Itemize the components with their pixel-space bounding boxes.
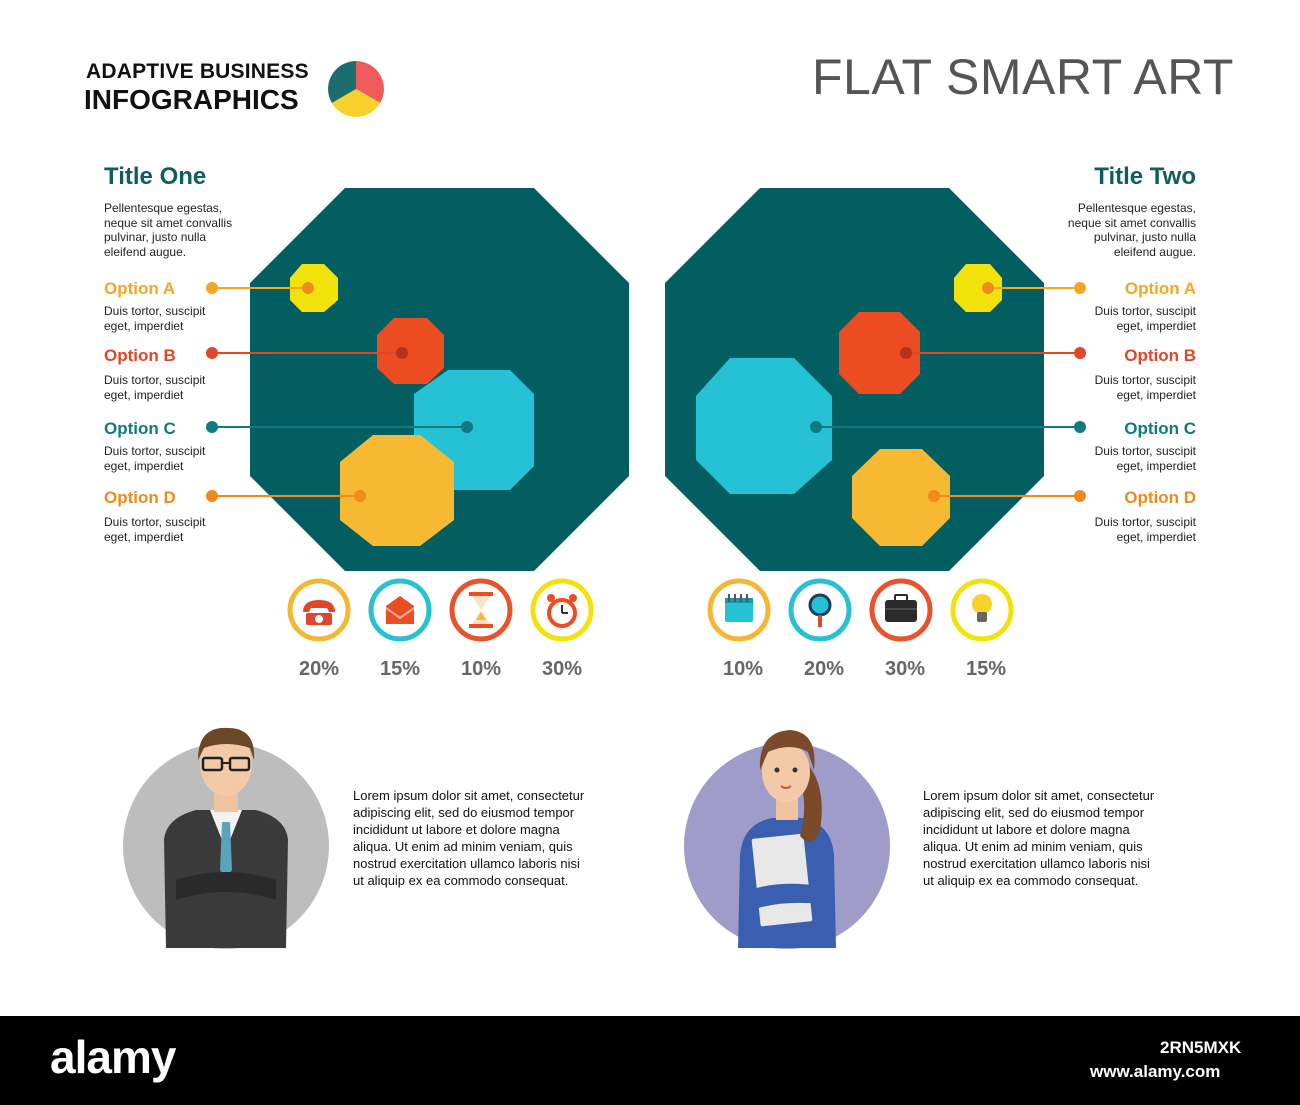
left-option-d-desc: Duis tortor, suscipit eget, imperdiet xyxy=(104,515,234,544)
right-octagon-b xyxy=(839,312,920,394)
left-option-d-label: Option D xyxy=(104,488,176,507)
lorem-line: ut aliquip ex ea commodo consequat. xyxy=(923,873,1139,888)
lorem-line: Lorem ipsum dolor sit amet, consectetur xyxy=(353,788,585,803)
envelope-icon xyxy=(368,578,432,642)
right-option-c-label: Option C xyxy=(1124,419,1196,438)
left-desc-line: pulvinar, justo nulla xyxy=(104,230,207,244)
desc-line: eget, imperdiet xyxy=(104,458,184,473)
lorem-line: Lorem ipsum dolor sit amet, consectetur xyxy=(923,788,1155,803)
alarm-clock-icon xyxy=(530,578,594,642)
right-lorem-text: Lorem ipsum dolor sit amet, consectetur … xyxy=(923,787,1185,889)
lorem-line: aliqua. Ut enim ad minim veniam, quis xyxy=(923,839,1143,854)
desc-line: Duis tortor, suscipit xyxy=(104,515,206,529)
desc-line: Duis tortor, suscipit xyxy=(1094,515,1196,529)
watermark-footer xyxy=(0,1016,1300,1105)
brand-line-2: INFOGRAPHICS xyxy=(84,84,299,115)
right-desc-line: eleifend augue. xyxy=(1113,244,1196,259)
right-octagon-c xyxy=(696,358,832,494)
lorem-line: nostrud exercitation ullamco laboris nis… xyxy=(353,856,580,871)
left-connector-a xyxy=(206,282,314,294)
pie-logo-icon xyxy=(328,61,384,117)
lightbulb-icon xyxy=(950,578,1014,642)
businesswoman-avatar xyxy=(684,730,890,949)
left-option-c-label: Option C xyxy=(104,419,176,438)
desc-line: Duis tortor, suscipit xyxy=(1094,373,1196,387)
left-octagon-d xyxy=(340,435,454,546)
right-connector-c xyxy=(810,421,1086,433)
right-desc-line: pulvinar, justo nulla xyxy=(1093,230,1196,244)
left-pct-3: 10% xyxy=(460,658,502,680)
alamy-url: www.alamy.com xyxy=(1090,1062,1221,1081)
left-pct-1: 20% xyxy=(298,658,340,680)
right-connector-b xyxy=(900,347,1086,359)
left-connector-b xyxy=(206,347,408,359)
left-option-c-desc: Duis tortor, suscipit eget, imperdiet xyxy=(104,444,234,473)
right-pct-3: 30% xyxy=(884,658,926,680)
alamy-logo: alamy xyxy=(50,1031,176,1083)
desc-line: eget, imperdiet xyxy=(104,318,184,333)
left-option-b-label: Option B xyxy=(104,346,176,365)
left-desc-line: neque sit amet convallis xyxy=(104,215,233,230)
lorem-line: ut aliquip ex ea commodo consequat. xyxy=(353,873,569,888)
right-option-c-desc: Duis tortor, suscipit eget, imperdiet xyxy=(1066,444,1196,473)
desc-line: Duis tortor, suscipit xyxy=(104,444,206,458)
magnifier-icon xyxy=(788,578,852,642)
right-option-b-label: Option B xyxy=(1124,346,1196,365)
lorem-line: aliqua. Ut enim ad minim veniam, quis xyxy=(353,839,573,854)
right-desc-line: neque sit amet convallis xyxy=(1067,215,1196,230)
left-connector-d xyxy=(206,490,366,502)
desc-line: Duis tortor, suscipit xyxy=(104,373,206,387)
left-connector-c xyxy=(206,421,473,433)
desc-line: eget, imperdiet xyxy=(1116,387,1196,402)
desc-line: eget, imperdiet xyxy=(104,387,184,402)
desc-line: Duis tortor, suscipit xyxy=(1094,444,1196,458)
lorem-line: incididunt ut labore et dolore magna xyxy=(923,822,1130,837)
right-option-a-label: Option A xyxy=(1124,279,1196,298)
right-pct-2: 20% xyxy=(803,658,845,680)
left-lorem-text: Lorem ipsum dolor sit amet, consectetur … xyxy=(353,787,615,889)
desc-line: eget, imperdiet xyxy=(1116,529,1196,544)
left-octagon-b xyxy=(377,318,444,384)
image-id: 2RN5MXK xyxy=(1160,1038,1242,1057)
desc-line: Duis tortor, suscipit xyxy=(104,304,206,318)
lorem-line: incididunt ut labore et dolore magna xyxy=(353,822,560,837)
desc-line: eget, imperdiet xyxy=(1116,458,1196,473)
right-option-d-desc: Duis tortor, suscipit eget, imperdiet xyxy=(1066,515,1196,544)
left-option-b-desc: Duis tortor, suscipit eget, imperdiet xyxy=(104,373,234,402)
left-pct-4: 30% xyxy=(541,658,583,680)
left-description: Pellentesque egestas, neque sit amet con… xyxy=(104,201,254,259)
right-desc-line: Pellentesque egestas, xyxy=(1077,201,1196,215)
left-pct-2: 15% xyxy=(379,658,421,680)
right-pct-4: 15% xyxy=(965,658,1007,680)
desc-line: eget, imperdiet xyxy=(104,529,184,544)
briefcase-icon xyxy=(869,578,933,642)
hourglass-icon xyxy=(449,578,513,642)
right-octagon-d xyxy=(852,449,950,546)
right-connector-a xyxy=(982,282,1086,294)
lorem-line: adipiscing elit, sed do eiusmod tempor xyxy=(923,805,1145,820)
lorem-line: adipiscing elit, sed do eiusmod tempor xyxy=(353,805,575,820)
header-title: FLAT SMART ART xyxy=(812,49,1234,105)
desc-line: eget, imperdiet xyxy=(1116,318,1196,333)
right-octagon-a xyxy=(954,264,1002,312)
right-option-d-label: Option D xyxy=(1124,488,1196,507)
left-title: Title One xyxy=(104,163,207,190)
businessman-avatar xyxy=(123,727,329,949)
right-connector-d xyxy=(928,490,1086,502)
left-option-a-desc: Duis tortor, suscipit eget, imperdiet xyxy=(104,304,234,333)
notepad-icon xyxy=(707,578,771,642)
right-title: Title Two xyxy=(1094,163,1196,190)
right-pct-1: 10% xyxy=(722,658,764,680)
left-desc-line: Pellentesque egestas, xyxy=(104,201,223,215)
brand-line-1: ADAPTIVE BUSINESS xyxy=(86,60,309,83)
right-option-b-desc: Duis tortor, suscipit eget, imperdiet xyxy=(1066,373,1196,402)
telephone-icon xyxy=(287,578,351,642)
desc-line: Duis tortor, suscipit xyxy=(1094,304,1196,318)
left-desc-line: eleifend augue. xyxy=(104,244,187,259)
lorem-line: nostrud exercitation ullamco laboris nis… xyxy=(923,856,1150,871)
right-option-a-desc: Duis tortor, suscipit eget, imperdiet xyxy=(1066,304,1196,333)
left-option-a-label: Option A xyxy=(104,279,176,298)
right-description: Pellentesque egestas, neque sit amet con… xyxy=(1046,201,1196,259)
